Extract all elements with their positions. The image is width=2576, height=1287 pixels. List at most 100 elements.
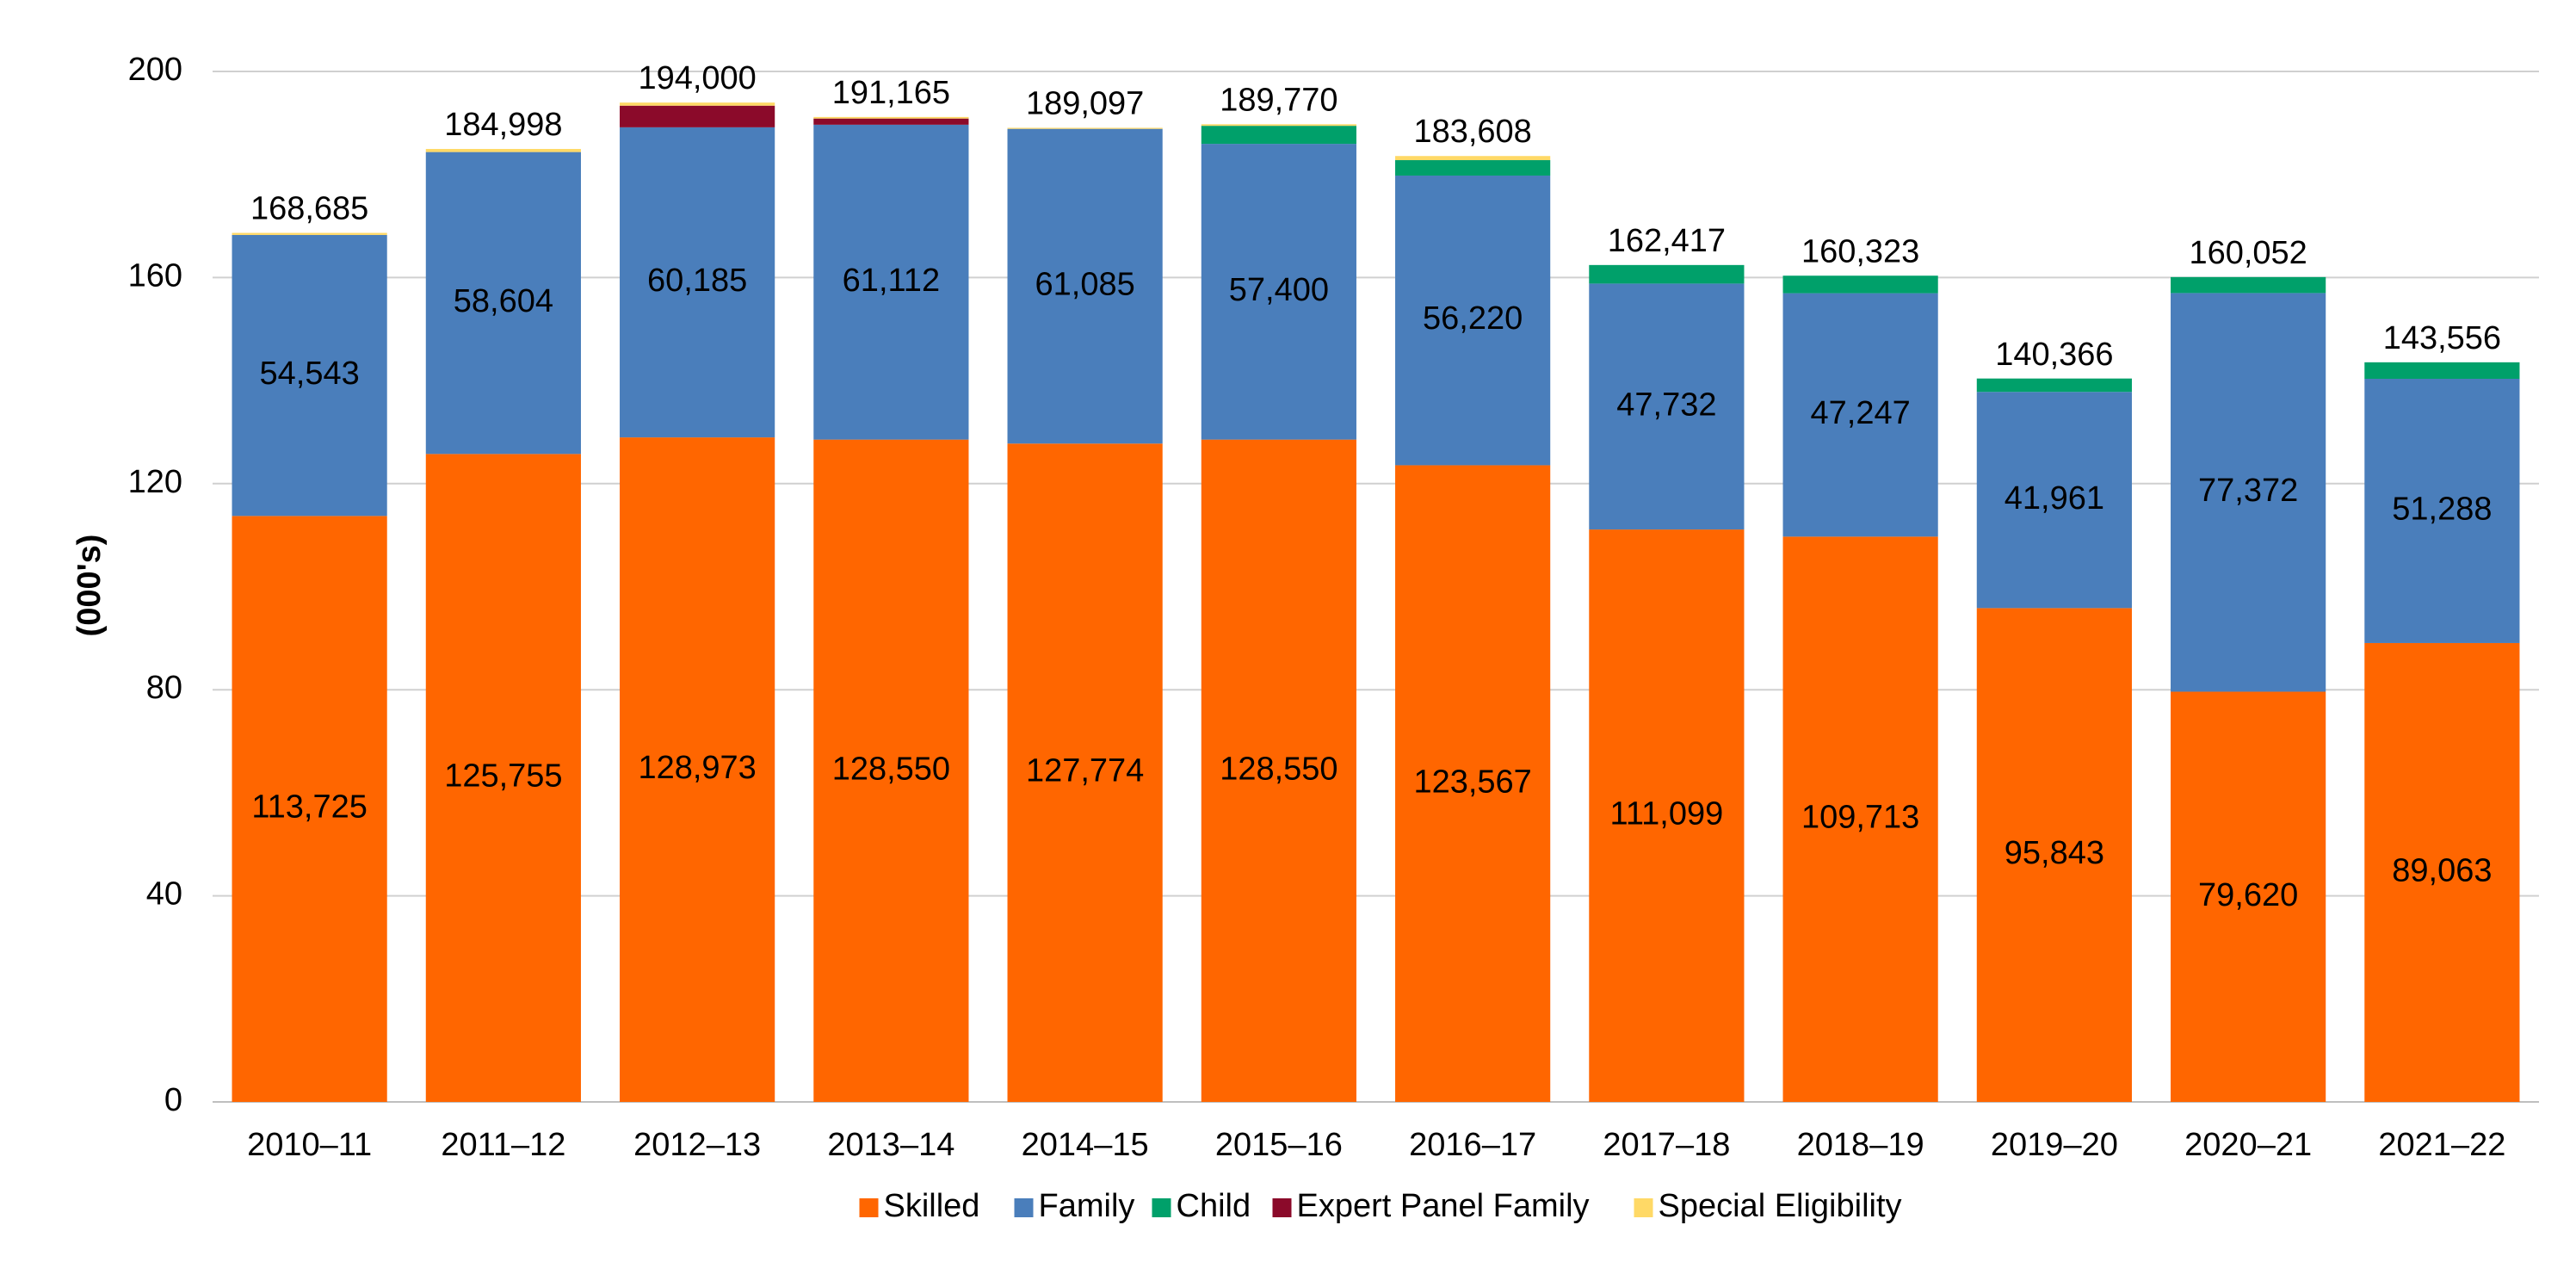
bar-segment bbox=[1007, 127, 1163, 129]
bar-segment bbox=[2171, 276, 2326, 294]
data-label: 61,112 bbox=[843, 263, 940, 299]
data-label: 79,620 bbox=[2198, 877, 2298, 913]
data-label: 60,185 bbox=[647, 263, 747, 299]
x-tick-label: 2020–21 bbox=[2184, 1127, 2312, 1163]
x-tick-label: 2021–22 bbox=[2378, 1127, 2505, 1163]
bar-segment bbox=[232, 516, 387, 1102]
y-tick-label: 120 bbox=[128, 464, 182, 500]
legend-swatch bbox=[859, 1198, 879, 1217]
bar-segment bbox=[2171, 691, 2326, 1102]
bar-segment bbox=[620, 127, 775, 438]
data-label: 128,550 bbox=[1220, 751, 1337, 787]
y-axis-title: (000's) bbox=[71, 535, 108, 637]
legend-label: Family bbox=[1039, 1188, 1135, 1224]
x-tick-label: 2017–18 bbox=[1603, 1127, 1730, 1163]
bar-segment bbox=[1395, 465, 1551, 1102]
data-label: 89,063 bbox=[2392, 853, 2492, 889]
legend-label: Child bbox=[1177, 1188, 1251, 1224]
y-tick-label: 160 bbox=[128, 257, 182, 294]
total-label: 162,417 bbox=[1608, 223, 1726, 259]
total-label: 160,323 bbox=[1801, 233, 1919, 269]
bar-segment bbox=[2364, 378, 2520, 643]
total-label: 191,165 bbox=[832, 75, 950, 111]
x-tick-label: 2016–17 bbox=[1409, 1127, 1536, 1163]
bar-segment bbox=[425, 454, 581, 1102]
bar-segment bbox=[1976, 608, 2132, 1102]
bar-segment bbox=[620, 437, 775, 1103]
bar-segment bbox=[2364, 642, 2520, 1102]
bar-segment bbox=[2171, 293, 2326, 692]
x-tick-label: 2010–11 bbox=[247, 1127, 372, 1163]
data-label: 123,567 bbox=[1413, 764, 1531, 800]
bar-segment bbox=[425, 149, 581, 152]
data-label: 77,372 bbox=[2198, 473, 2298, 509]
x-tick-label: 2013–14 bbox=[827, 1127, 954, 1163]
data-label: 111,099 bbox=[1610, 796, 1724, 832]
legend-swatch bbox=[1272, 1198, 1292, 1217]
bar-segment bbox=[1976, 378, 2132, 393]
data-label: 128,973 bbox=[638, 750, 756, 786]
total-label: 160,052 bbox=[2189, 235, 2307, 271]
bar-segment bbox=[232, 232, 387, 235]
bar-segment bbox=[2364, 362, 2520, 379]
data-label: 95,843 bbox=[2005, 835, 2104, 871]
bar-segment bbox=[620, 105, 775, 127]
data-label: 127,774 bbox=[1026, 753, 1144, 789]
bar-segment bbox=[1007, 128, 1163, 444]
bar-segment bbox=[1589, 264, 1745, 284]
bar-segment bbox=[1782, 293, 1938, 537]
bar-segment bbox=[813, 116, 969, 119]
data-label: 47,732 bbox=[1616, 387, 1716, 423]
data-label: 51,288 bbox=[2392, 492, 2492, 528]
data-label: 128,550 bbox=[832, 751, 950, 787]
bar-segment bbox=[813, 118, 969, 125]
bar-segment bbox=[1201, 144, 1356, 440]
bar-segment bbox=[1201, 124, 1356, 127]
legend-label: Special Eligibility bbox=[1659, 1188, 1902, 1224]
total-label: 143,556 bbox=[2383, 320, 2501, 356]
data-label: 125,755 bbox=[444, 758, 562, 795]
bar-segment bbox=[1589, 283, 1745, 530]
total-label: 184,998 bbox=[444, 107, 562, 143]
legend-swatch bbox=[1014, 1198, 1034, 1217]
legend-swatch bbox=[1152, 1198, 1171, 1217]
x-tick-label: 2014–15 bbox=[1022, 1127, 1149, 1163]
bar-segment bbox=[232, 234, 387, 517]
total-label: 183,608 bbox=[1413, 114, 1531, 150]
bar-segment bbox=[1976, 392, 2132, 609]
x-tick-label: 2019–20 bbox=[1991, 1127, 2118, 1163]
x-tick-label: 2018–19 bbox=[1797, 1127, 1924, 1163]
bar-segment bbox=[1782, 536, 1938, 1102]
bar-segment bbox=[1589, 529, 1745, 1102]
data-label: 54,543 bbox=[260, 356, 360, 392]
data-label: 57,400 bbox=[1229, 272, 1329, 308]
y-tick-label: 200 bbox=[128, 52, 182, 88]
data-label: 61,085 bbox=[1035, 267, 1135, 303]
data-label: 113,725 bbox=[251, 789, 368, 826]
x-tick-label: 2015–16 bbox=[1215, 1127, 1343, 1163]
x-tick-label: 2012–13 bbox=[633, 1127, 761, 1163]
bar-segment bbox=[1395, 156, 1551, 161]
total-label: 168,685 bbox=[250, 190, 368, 226]
y-tick-label: 80 bbox=[146, 670, 182, 706]
bar-segment bbox=[1201, 439, 1356, 1102]
y-tick-label: 40 bbox=[146, 876, 182, 913]
bar-segment bbox=[813, 439, 969, 1102]
legend-swatch bbox=[1634, 1198, 1653, 1217]
data-label: 109,713 bbox=[1801, 800, 1919, 836]
bar-segment bbox=[813, 124, 969, 440]
bar-segment bbox=[620, 102, 775, 106]
bar-segment bbox=[1395, 175, 1551, 466]
total-label: 194,000 bbox=[638, 60, 756, 96]
bar-segment bbox=[1007, 443, 1163, 1102]
total-label: 140,366 bbox=[1995, 337, 2113, 373]
bar-segment bbox=[1395, 160, 1551, 176]
bar-segment bbox=[425, 152, 581, 455]
bar-segment bbox=[1201, 126, 1356, 145]
x-tick-label: 2011–12 bbox=[441, 1127, 565, 1163]
data-label: 41,961 bbox=[2005, 480, 2104, 517]
data-label: 58,604 bbox=[454, 283, 553, 319]
data-label: 47,247 bbox=[1811, 395, 1911, 431]
legend-label: Expert Panel Family bbox=[1297, 1188, 1590, 1224]
